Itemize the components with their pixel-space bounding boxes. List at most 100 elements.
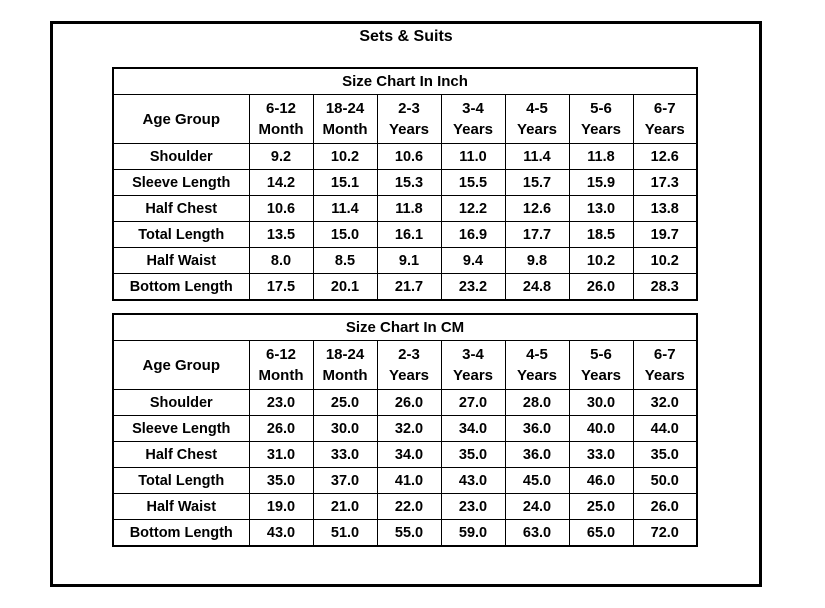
row-label: Half Chest: [112, 195, 250, 222]
value-cell: 21.7: [376, 273, 442, 301]
value-cell: 17.7: [504, 221, 570, 248]
value-cell: 30.0: [568, 389, 634, 416]
value-cell: 10.2: [632, 247, 698, 274]
value-cell: 20.1: [312, 273, 378, 301]
table-row: Sleeve Length 14.2 15.1 15.3 15.5 15.7 15.9 17.…: [112, 169, 698, 196]
value-cell: 19.0: [248, 493, 314, 520]
value-cell: 34.0: [440, 415, 506, 442]
row-label: Half Chest: [112, 441, 250, 468]
value-cell: 36.0: [504, 415, 570, 442]
value-cell: 24.8: [504, 273, 570, 301]
column-header: 6-7 Years: [632, 340, 698, 390]
value-cell: 11.4: [312, 195, 378, 222]
value-cell: 23.0: [440, 493, 506, 520]
row-label: Half Waist: [112, 493, 250, 520]
table-row: Half Chest 10.6 11.4 11.8 12.2 12.6 13.0 13.8: [112, 195, 698, 222]
value-cell: 13.8: [632, 195, 698, 222]
value-cell: 11.8: [568, 143, 634, 170]
value-cell: 15.1: [312, 169, 378, 196]
column-header: 2-3 Years: [376, 340, 442, 390]
corner-header-age-group: Age Group: [112, 340, 250, 390]
value-cell: 16.1: [376, 221, 442, 248]
value-cell: 25.0: [568, 493, 634, 520]
value-cell: 18.5: [568, 221, 634, 248]
column-header: 3-4 Years: [440, 340, 506, 390]
value-cell: 10.2: [312, 143, 378, 170]
value-cell: 11.0: [440, 143, 506, 170]
value-cell: 45.0: [504, 467, 570, 494]
corner-header-age-group: Age Group: [112, 94, 250, 144]
value-cell: 17.3: [632, 169, 698, 196]
value-cell: 33.0: [312, 441, 378, 468]
table-row: Bottom Length 17.5 20.1 21.7 23.2 24.8 26.0 28.…: [112, 273, 698, 301]
value-cell: 26.0: [632, 493, 698, 520]
value-cell: 65.0: [568, 519, 634, 547]
value-cell: 15.3: [376, 169, 442, 196]
value-cell: 28.3: [632, 273, 698, 301]
row-label: Sleeve Length: [112, 415, 250, 442]
value-cell: 26.0: [568, 273, 634, 301]
row-label: Shoulder: [112, 143, 250, 170]
value-cell: 21.0: [312, 493, 378, 520]
column-header: 18-24 Month: [312, 94, 378, 144]
value-cell: 34.0: [376, 441, 442, 468]
row-label: Shoulder: [112, 389, 250, 416]
table-row: Total Length 35.0 37.0 41.0 43.0 45.0 46.0 50.0: [112, 467, 698, 494]
value-cell: 32.0: [376, 415, 442, 442]
value-cell: 23.2: [440, 273, 506, 301]
column-header: 2-3 Years: [376, 94, 442, 144]
table-row: Shoulder 9.2 10.2 10.6 11.0 11.4 11.8 12.6: [112, 143, 698, 170]
value-cell: 15.9: [568, 169, 634, 196]
value-cell: 35.0: [248, 467, 314, 494]
value-cell: 24.0: [504, 493, 570, 520]
value-cell: 15.5: [440, 169, 506, 196]
value-cell: 44.0: [632, 415, 698, 442]
value-cell: 37.0: [312, 467, 378, 494]
row-label: Total Length: [112, 221, 250, 248]
size-chart-cm-table: Size Chart In CM Age Group 6-12 Month 18-24 M…: [112, 313, 698, 547]
value-cell: 33.0: [568, 441, 634, 468]
value-cell: 59.0: [440, 519, 506, 547]
page-title: Sets & Suits: [359, 28, 453, 45]
value-cell: 28.0: [504, 389, 570, 416]
value-cell: 9.8: [504, 247, 570, 274]
value-cell: 32.0: [632, 389, 698, 416]
value-cell: 9.4: [440, 247, 506, 274]
value-cell: 30.0: [312, 415, 378, 442]
column-header: 4-5 Years: [504, 94, 570, 144]
value-cell: 16.9: [440, 221, 506, 248]
value-cell: 11.8: [376, 195, 442, 222]
value-cell: 15.7: [504, 169, 570, 196]
value-cell: 26.0: [248, 415, 314, 442]
size-chart-inch-table: Size Chart In Inch Age Group 6-12 Month 18-2…: [112, 67, 698, 301]
row-label: Bottom Length: [112, 273, 250, 301]
value-cell: 25.0: [312, 389, 378, 416]
value-cell: 43.0: [248, 519, 314, 547]
value-cell: 12.6: [504, 195, 570, 222]
value-cell: 36.0: [504, 441, 570, 468]
table-title: Size Chart In Inch: [112, 67, 698, 95]
row-label: Bottom Length: [112, 519, 250, 547]
value-cell: 8.5: [312, 247, 378, 274]
table-row: Half Chest 31.0 33.0 34.0 35.0 36.0 33.0 35.0: [112, 441, 698, 468]
value-cell: 13.5: [248, 221, 314, 248]
column-header: 18-24 Month: [312, 340, 378, 390]
value-cell: 13.0: [568, 195, 634, 222]
value-cell: 19.7: [632, 221, 698, 248]
value-cell: 14.2: [248, 169, 314, 196]
column-header: 3-4 Years: [440, 94, 506, 144]
value-cell: 9.2: [248, 143, 314, 170]
value-cell: 10.6: [376, 143, 442, 170]
value-cell: 12.2: [440, 195, 506, 222]
value-cell: 31.0: [248, 441, 314, 468]
value-cell: 46.0: [568, 467, 634, 494]
value-cell: 12.6: [632, 143, 698, 170]
value-cell: 8.0: [248, 247, 314, 274]
column-header: 5-6 Years: [568, 340, 634, 390]
value-cell: 50.0: [632, 467, 698, 494]
row-label: Half Waist: [112, 247, 250, 274]
value-cell: 43.0: [440, 467, 506, 494]
value-cell: 72.0: [632, 519, 698, 547]
table-row: Half Waist 19.0 21.0 22.0 23.0 24.0 25.0 26.0: [112, 493, 698, 520]
value-cell: 23.0: [248, 389, 314, 416]
